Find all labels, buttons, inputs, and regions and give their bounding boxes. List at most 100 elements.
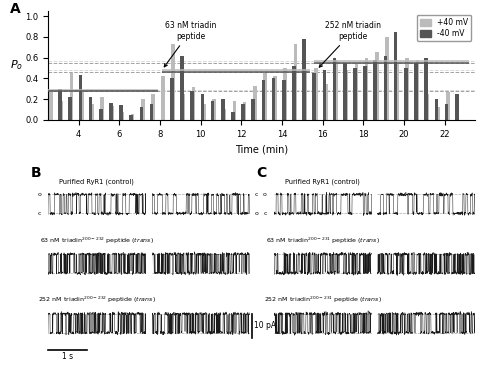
Bar bbox=[302, 39, 306, 120]
Bar bbox=[180, 55, 184, 120]
Title: 252 nM triadin$^{200-231}$ peptide ($\mathit{trans}$): 252 nM triadin$^{200-231}$ peptide ($\ma… bbox=[264, 295, 382, 305]
Bar bbox=[100, 97, 104, 120]
Text: o: o bbox=[37, 192, 41, 197]
Bar bbox=[141, 99, 144, 120]
Bar bbox=[314, 68, 318, 120]
Title: Purified RyR1 (control): Purified RyR1 (control) bbox=[285, 178, 360, 185]
Bar bbox=[120, 112, 124, 120]
Bar bbox=[375, 52, 379, 120]
Bar bbox=[416, 60, 419, 120]
Bar bbox=[394, 32, 397, 120]
Bar bbox=[221, 99, 225, 120]
Bar bbox=[373, 60, 377, 120]
Bar bbox=[232, 101, 236, 120]
Text: A: A bbox=[10, 2, 20, 16]
Bar bbox=[192, 87, 195, 120]
Bar bbox=[191, 91, 194, 120]
Bar bbox=[404, 68, 408, 120]
Bar bbox=[181, 94, 185, 120]
Bar bbox=[211, 101, 215, 120]
Bar bbox=[273, 76, 277, 120]
Bar bbox=[263, 73, 267, 120]
Bar bbox=[355, 63, 358, 120]
Bar bbox=[252, 99, 255, 120]
Text: B: B bbox=[30, 166, 41, 180]
Bar bbox=[344, 70, 348, 120]
Bar bbox=[70, 73, 73, 120]
Text: o: o bbox=[263, 192, 267, 197]
Text: c: c bbox=[254, 192, 258, 197]
Bar bbox=[212, 99, 216, 120]
Bar bbox=[294, 44, 297, 120]
Bar bbox=[426, 94, 430, 120]
Bar bbox=[324, 84, 328, 120]
Bar bbox=[343, 63, 347, 120]
Bar bbox=[243, 102, 246, 120]
Bar bbox=[434, 99, 438, 120]
Text: 1 s: 1 s bbox=[62, 352, 73, 361]
Bar bbox=[334, 60, 338, 120]
Bar bbox=[436, 108, 440, 120]
Bar bbox=[99, 109, 103, 120]
Bar bbox=[253, 86, 256, 120]
Title: 252 nM triadin$^{200-232}$ peptide ($\mathit{trans}$): 252 nM triadin$^{200-232}$ peptide ($\ma… bbox=[38, 295, 156, 305]
Bar bbox=[312, 73, 316, 120]
Text: 252 nM triadin
peptide: 252 nM triadin peptide bbox=[319, 21, 381, 67]
Bar bbox=[353, 68, 357, 120]
Bar bbox=[272, 79, 276, 120]
Bar bbox=[395, 63, 399, 120]
Bar bbox=[79, 75, 82, 120]
Bar bbox=[89, 97, 92, 120]
Bar bbox=[170, 79, 174, 120]
Bar bbox=[68, 97, 72, 120]
Title: 63 nM triadin$^{200-232}$ peptide ($\mathit{trans}$): 63 nM triadin$^{200-232}$ peptide ($\mat… bbox=[40, 235, 154, 246]
Bar bbox=[406, 58, 409, 120]
Bar bbox=[131, 114, 134, 120]
Bar bbox=[49, 91, 53, 120]
Title: 63 nM triadin$^{200-231}$ peptide ($\mathit{trans}$): 63 nM triadin$^{200-231}$ peptide ($\mat… bbox=[265, 235, 380, 246]
Legend: +40 mV, -40 mV: +40 mV, -40 mV bbox=[417, 15, 471, 41]
Text: 10 pA: 10 pA bbox=[254, 321, 276, 330]
Text: o: o bbox=[254, 211, 258, 216]
Bar bbox=[283, 68, 287, 120]
Bar bbox=[58, 89, 62, 120]
Bar bbox=[455, 94, 458, 120]
Bar bbox=[282, 80, 286, 120]
Bar bbox=[363, 66, 367, 120]
Bar bbox=[150, 104, 154, 120]
Bar bbox=[140, 108, 143, 120]
Bar bbox=[241, 104, 245, 120]
Bar bbox=[171, 44, 175, 120]
Text: c: c bbox=[37, 211, 41, 216]
Bar bbox=[222, 109, 226, 120]
Bar bbox=[130, 115, 133, 120]
Y-axis label: $P_o$: $P_o$ bbox=[10, 58, 23, 72]
Bar bbox=[262, 80, 265, 120]
Bar bbox=[202, 104, 205, 120]
Bar bbox=[110, 106, 114, 120]
Bar bbox=[119, 105, 123, 120]
Bar bbox=[292, 66, 296, 120]
Text: C: C bbox=[256, 166, 266, 180]
Bar bbox=[109, 103, 113, 120]
Bar bbox=[60, 101, 63, 120]
Bar bbox=[231, 112, 235, 120]
Bar bbox=[161, 76, 165, 120]
X-axis label: Time (min): Time (min) bbox=[235, 144, 288, 154]
Bar bbox=[90, 104, 94, 120]
Bar bbox=[444, 104, 448, 120]
Title: Purified RyR1 (control): Purified RyR1 (control) bbox=[60, 178, 134, 185]
Bar bbox=[304, 70, 307, 120]
Text: c: c bbox=[264, 211, 267, 216]
Bar bbox=[385, 37, 389, 120]
Bar bbox=[333, 58, 336, 120]
Bar bbox=[424, 58, 428, 120]
Bar bbox=[80, 91, 84, 120]
Bar bbox=[446, 92, 450, 120]
Bar bbox=[323, 70, 326, 120]
Bar bbox=[201, 94, 204, 120]
Bar bbox=[365, 58, 369, 120]
Bar bbox=[414, 63, 418, 120]
Bar bbox=[384, 55, 387, 120]
Text: 63 nM triadin
peptide: 63 nM triadin peptide bbox=[164, 21, 216, 67]
